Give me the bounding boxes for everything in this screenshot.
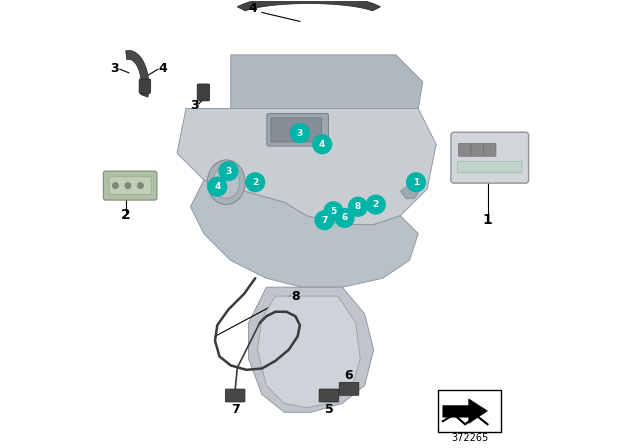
FancyBboxPatch shape: [271, 118, 322, 142]
Circle shape: [349, 198, 367, 216]
FancyBboxPatch shape: [109, 177, 151, 194]
Text: 3: 3: [225, 167, 232, 176]
FancyBboxPatch shape: [458, 143, 471, 156]
Text: 7: 7: [231, 403, 239, 416]
Circle shape: [138, 182, 143, 189]
Circle shape: [406, 173, 426, 192]
FancyBboxPatch shape: [225, 389, 245, 402]
Text: 7: 7: [321, 215, 328, 225]
Text: 2: 2: [372, 200, 379, 209]
Text: 3: 3: [191, 99, 199, 112]
FancyBboxPatch shape: [267, 113, 328, 146]
Polygon shape: [443, 399, 488, 423]
Polygon shape: [177, 108, 436, 224]
Circle shape: [315, 211, 334, 229]
Text: 6: 6: [345, 369, 353, 382]
Polygon shape: [237, 0, 380, 11]
FancyBboxPatch shape: [438, 390, 501, 432]
Polygon shape: [401, 185, 419, 199]
Polygon shape: [248, 287, 374, 412]
Text: 4: 4: [319, 140, 325, 149]
Circle shape: [219, 162, 238, 181]
Text: 8: 8: [355, 202, 361, 211]
Text: 4: 4: [248, 1, 257, 14]
Polygon shape: [125, 51, 149, 97]
Ellipse shape: [207, 160, 245, 205]
FancyBboxPatch shape: [197, 84, 210, 101]
Text: 1: 1: [413, 178, 419, 187]
Text: 3: 3: [110, 62, 119, 75]
FancyBboxPatch shape: [458, 161, 522, 173]
Text: 5: 5: [330, 207, 337, 216]
FancyBboxPatch shape: [451, 132, 529, 183]
Circle shape: [313, 135, 332, 154]
Text: 4: 4: [214, 182, 220, 191]
FancyBboxPatch shape: [319, 389, 339, 402]
Polygon shape: [257, 296, 360, 408]
Text: 372265: 372265: [451, 433, 488, 443]
Text: 6: 6: [342, 213, 348, 223]
Polygon shape: [191, 180, 419, 287]
Circle shape: [125, 182, 131, 189]
Circle shape: [291, 124, 309, 142]
Polygon shape: [230, 55, 423, 108]
FancyBboxPatch shape: [483, 143, 496, 156]
Text: 5: 5: [324, 403, 333, 416]
FancyBboxPatch shape: [471, 143, 483, 156]
FancyBboxPatch shape: [139, 79, 150, 93]
Text: 1: 1: [483, 213, 492, 227]
Text: 2: 2: [252, 178, 259, 187]
Text: 2: 2: [121, 208, 131, 222]
FancyBboxPatch shape: [104, 171, 157, 200]
Text: 8: 8: [291, 289, 300, 303]
Circle shape: [246, 173, 264, 192]
Ellipse shape: [212, 166, 239, 198]
Circle shape: [335, 209, 354, 227]
FancyBboxPatch shape: [339, 382, 359, 395]
Circle shape: [208, 177, 227, 196]
Circle shape: [367, 195, 385, 214]
Circle shape: [112, 182, 118, 189]
Circle shape: [324, 202, 343, 221]
Text: 4: 4: [158, 62, 167, 75]
Text: 3: 3: [297, 129, 303, 138]
